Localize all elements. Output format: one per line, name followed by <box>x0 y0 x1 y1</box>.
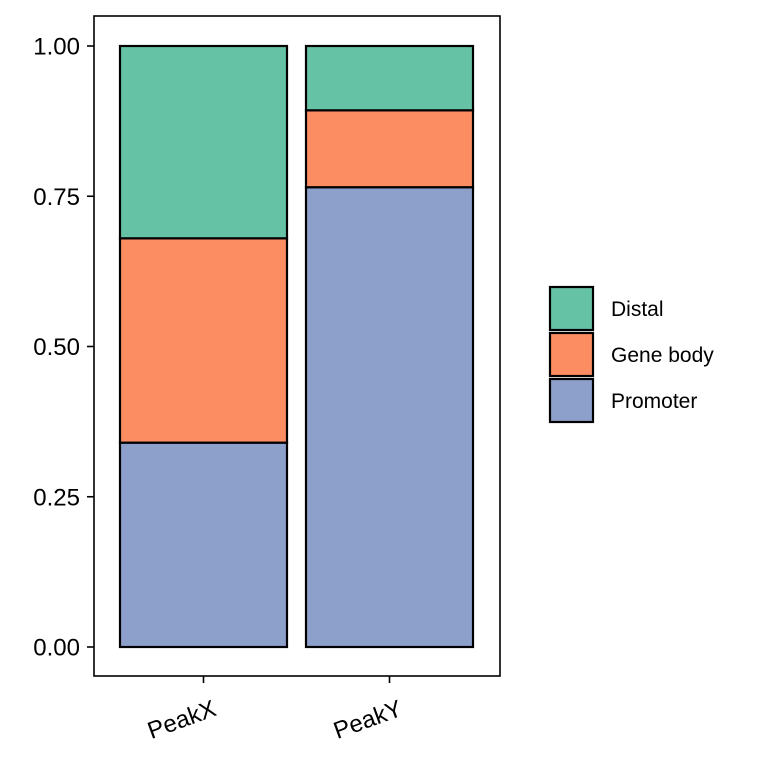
legend-label: Distal <box>611 298 664 321</box>
legend-label: Promoter <box>611 390 697 413</box>
y-tick-label: 0.25 <box>33 484 80 511</box>
y-tick-label: 1.00 <box>33 34 80 61</box>
y-tick-label: 0.50 <box>33 334 80 361</box>
legend-label: Gene body <box>611 344 714 367</box>
bars-layer <box>118 44 475 649</box>
bar-peaky-gene-body <box>304 109 475 189</box>
legend-key-promoter <box>548 377 595 424</box>
bar-peakx-gene-body <box>118 237 289 444</box>
y-tick-label: 0.00 <box>33 635 80 662</box>
y-tick-label: 0.75 <box>33 184 80 211</box>
bar-peakx-distal <box>118 44 289 240</box>
y-axis: 0.00 0.25 0.50 0.75 1.00 <box>33 34 94 662</box>
legend-key-distal <box>548 285 595 332</box>
bar-peaky-distal <box>304 44 475 112</box>
legend: Distal Gene body Promoter <box>548 285 714 424</box>
bar-peaky-promoter <box>304 186 475 649</box>
legend-key-gene-body <box>548 331 595 378</box>
bar-peakx-promoter <box>118 441 289 649</box>
